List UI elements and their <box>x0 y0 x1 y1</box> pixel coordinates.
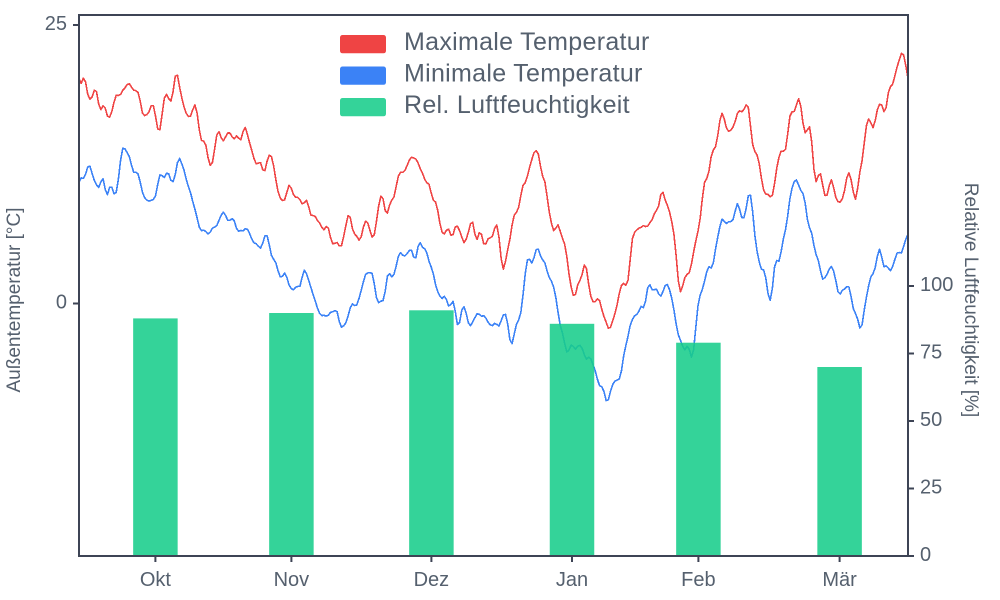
svg-text:Rel. Luftfeuchtigkeit: Rel. Luftfeuchtigkeit <box>404 91 630 119</box>
svg-text:Feb: Feb <box>681 569 715 591</box>
svg-text:75: 75 <box>920 342 942 364</box>
svg-text:Dez: Dez <box>414 569 450 591</box>
svg-text:Minimale Temperatur: Minimale Temperatur <box>404 59 643 87</box>
svg-text:Nov: Nov <box>274 569 310 591</box>
svg-text:Maximale Temperatur: Maximale Temperatur <box>404 28 650 56</box>
svg-text:Jan: Jan <box>556 569 588 591</box>
svg-text:25: 25 <box>45 13 67 35</box>
svg-text:Relative Luftfeuchtigkeit [%]: Relative Luftfeuchtigkeit [%] <box>960 183 981 417</box>
svg-text:Außentemperatur [°C]: Außentemperatur [°C] <box>4 207 25 392</box>
svg-text:0: 0 <box>920 544 931 566</box>
svg-text:50: 50 <box>920 409 942 431</box>
svg-text:Mär: Mär <box>822 569 857 591</box>
svg-text:0: 0 <box>56 292 67 314</box>
svg-text:25: 25 <box>920 477 942 499</box>
svg-text:100: 100 <box>920 274 953 296</box>
svg-text:Okt: Okt <box>140 569 172 591</box>
